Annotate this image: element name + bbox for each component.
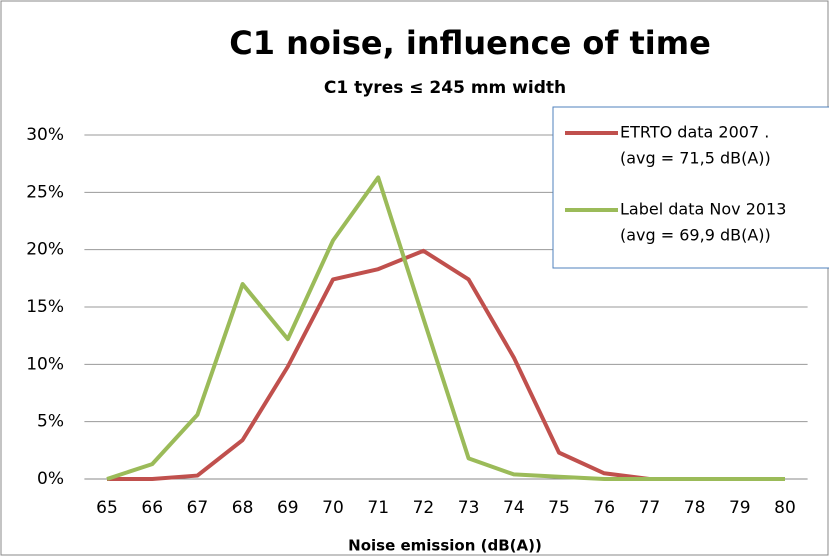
x-tick-label: 78: [684, 498, 706, 518]
x-tick-label: 75: [548, 498, 570, 518]
x-tick-label: 70: [322, 498, 344, 518]
x-tick-label: 80: [774, 498, 796, 518]
y-tick-label: 0%: [37, 469, 64, 489]
x-tick-label: 69: [277, 498, 299, 518]
x-tick-label: 66: [141, 498, 163, 518]
y-tick-label: 10%: [26, 354, 64, 374]
x-tick-label: 68: [232, 498, 254, 518]
legend-label: Label data Nov 2013: [620, 200, 786, 219]
chart-title: C1 noise, influence of time: [229, 24, 711, 62]
y-tick-label: 25%: [26, 182, 64, 202]
x-tick-label: 67: [187, 498, 209, 518]
x-tick-label: 76: [593, 498, 615, 518]
x-tick-label: 72: [413, 498, 435, 518]
x-tick-label: 79: [729, 498, 751, 518]
y-tick-label: 30%: [26, 125, 64, 145]
legend-label: ETRTO data 2007 .: [620, 123, 769, 142]
legend-note: (avg = 71,5 dB(A)): [620, 149, 771, 168]
legend-note: (avg = 69,9 dB(A)): [620, 226, 771, 245]
chart-subtitle: C1 tyres ≤ 245 mm width: [324, 78, 566, 98]
x-tick-label: 73: [458, 498, 480, 518]
x-tick-label: 71: [367, 498, 389, 518]
x-tick-label: 77: [639, 498, 661, 518]
x-axis-label: Noise emission (dB(A)): [348, 537, 542, 555]
y-tick-label: 5%: [37, 412, 64, 432]
x-tick-label: 65: [96, 498, 118, 518]
series-line: [106, 175, 785, 481]
y-tick-label: 20%: [26, 240, 64, 260]
y-tick-label: 15%: [26, 297, 64, 317]
x-tick-label: 74: [503, 498, 525, 518]
